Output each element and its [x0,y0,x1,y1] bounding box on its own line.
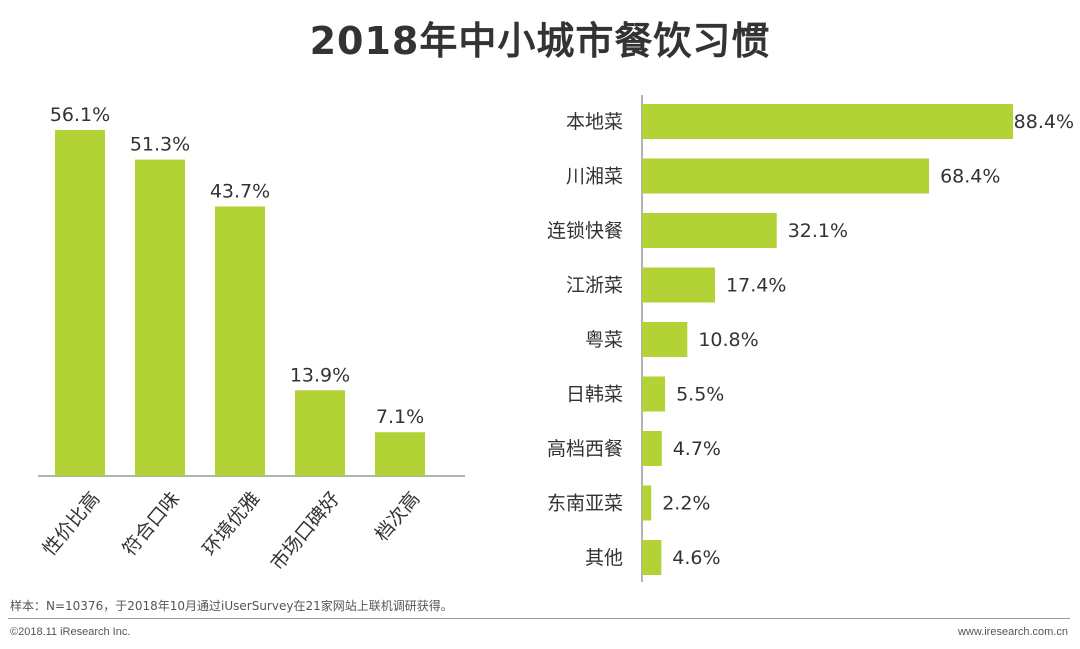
right-bar-value-label: 2.2% [662,493,710,515]
right-bar-value-label: 68.4% [940,166,1000,188]
right-bar-value-label: 4.6% [672,547,720,569]
right-bar [642,540,662,575]
right-bar-value-label: 4.7% [673,438,721,460]
left-bar-value-label: 43.7% [210,180,270,202]
right-bar [642,322,688,357]
chart-area: 56.1% 性价比高 51.3% 符合口味 43.7% 环境优雅 13.9% 市场口碑好 7.1… [38,95,1074,582]
left-bar-value-label: 51.3% [130,134,190,156]
right-category-label: 其他 [585,547,623,569]
copyright: ©2018.11 iResearch Inc. [10,626,131,638]
left-bar-value-label: 7.1% [376,406,424,428]
chart-title: 2018年中小城市餐饮习惯 [309,19,771,63]
right-bar [642,485,652,521]
right-bar [642,104,1013,139]
right-category-label: 本地菜 [566,111,623,133]
left-bar [135,159,185,476]
left-bar-value-label: 56.1% [50,104,110,126]
right-category-label: 粤菜 [585,329,623,351]
left-category-label: 档次高 [371,488,425,546]
left-category-label: 性价比高 [39,488,105,560]
right-bar-value-label: 10.8% [698,329,758,351]
footer-divider [8,618,1070,619]
right-category-label: 日韩菜 [566,384,623,406]
website-link[interactable]: www.iresearch.com.cn [957,626,1068,638]
left-bar-value-label: 13.9% [290,364,350,386]
left-bar [215,206,265,476]
right-bar [642,158,930,194]
left-category-label: 环境优雅 [199,488,265,560]
right-category-label: 高档西餐 [547,438,623,460]
right-category-label: 东南亚菜 [547,493,623,515]
right-category-label: 江浙菜 [566,275,623,297]
sample-note: 样本：N=10376，于2018年10月通过iUserSurvey在21家网站上… [10,599,453,613]
left-bar-chart: 56.1% 性价比高 51.3% 符合口味 43.7% 环境优雅 13.9% 市场口碑好 7.1… [38,104,465,575]
left-bar [375,432,425,476]
right-bar [642,267,716,303]
left-bar [55,130,105,476]
right-category-label: 川湘菜 [566,166,623,188]
right-bar [642,431,662,466]
right-bar-value-label: 88.4% [1014,111,1074,133]
right-bar-value-label: 5.5% [676,384,724,406]
right-bar-chart: 88.4% 本地菜 68.4% 川湘菜 32.1% 连锁快餐 17.4% 江浙菜 10.8% 粤菜… [547,95,1074,582]
right-bar [642,213,777,248]
right-category-label: 连锁快餐 [547,220,623,242]
left-bar [295,390,345,476]
right-bar [642,376,666,412]
left-category-label: 市场口碑好 [266,488,344,575]
left-category-label: 符合口味 [119,488,185,560]
right-bar-value-label: 32.1% [788,220,848,242]
right-bar-value-label: 17.4% [726,275,786,297]
